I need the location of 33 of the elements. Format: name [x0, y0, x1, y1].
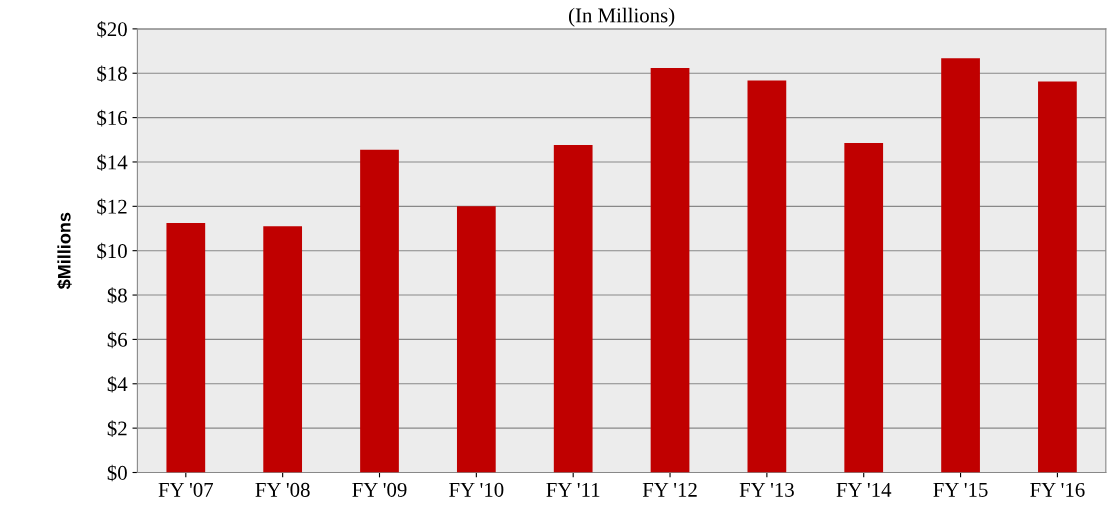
y-axis-title: $Millions [57, 212, 72, 290]
y-tick-label: $4 [107, 375, 128, 393]
y-tick-label: $16 [97, 109, 128, 127]
x-tick-label: FY '10 [449, 482, 504, 497]
bar [1038, 81, 1077, 473]
y-tick-label: $8 [107, 287, 127, 304]
bar [166, 222, 206, 473]
bar [747, 80, 787, 473]
x-tick-label: FY '11 [546, 482, 600, 497]
bar [650, 67, 690, 473]
bar [360, 149, 399, 473]
y-tick-label: $18 [97, 65, 127, 83]
y-tick-label: $2 [107, 420, 127, 437]
bar [263, 226, 303, 473]
y-tick-label: $6 [107, 331, 128, 349]
y-tick-label: $20 [97, 21, 127, 38]
bar [553, 144, 593, 473]
x-tick-label: FY '14 [836, 482, 892, 497]
x-tick-label: FY '15 [933, 482, 988, 497]
x-tick-label: FY '13 [739, 482, 794, 497]
chart-title: (In Millions) [569, 7, 675, 27]
y-tick-label: $14 [97, 154, 128, 171]
x-tick-label: FY '09 [352, 482, 407, 497]
x-tick-label: FY '16 [1030, 482, 1085, 497]
x-tick-label: FY '07 [158, 482, 214, 497]
y-tick-label: $10 [97, 242, 127, 260]
bar [456, 206, 496, 473]
bar [844, 142, 884, 473]
x-tick-label: FY '08 [255, 482, 310, 497]
x-tick-label: FY '12 [642, 482, 697, 497]
y-tick-label: $12 [97, 198, 127, 216]
y-tick-label: $0 [107, 464, 127, 482]
bar [941, 58, 980, 473]
